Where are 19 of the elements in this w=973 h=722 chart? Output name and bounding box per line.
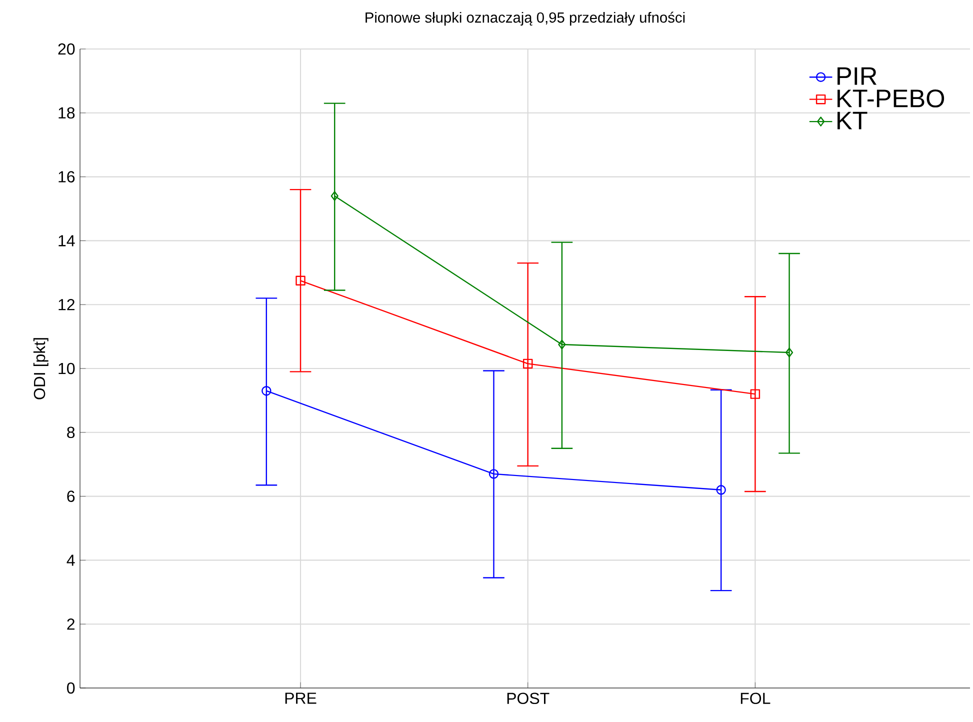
- y-tick-label: 10: [58, 362, 75, 374]
- x-tick-label: PRE: [285, 692, 316, 704]
- y-tick-label: 20: [58, 43, 75, 55]
- x-tick-label: FOL: [740, 692, 770, 704]
- y-tick-label: 16: [58, 171, 75, 182]
- legend-label: KT: [838, 112, 868, 130]
- y-tick-label: 0: [67, 682, 75, 694]
- legend-label: KT-PEBO: [838, 89, 944, 108]
- y-tick-label: 6: [67, 490, 75, 502]
- y-axis-title: ODI [pkt]: [33, 338, 48, 400]
- y-tick-label: 4: [66, 554, 75, 566]
- y-tick-label: 14: [58, 235, 75, 246]
- y-tick-label: 18: [58, 107, 75, 119]
- chart-title: Pionowe słupki oznaczają 0,95 przedziały ufności: [366, 12, 685, 26]
- y-tick-label: 8: [67, 426, 75, 438]
- y-tick-label: 12: [58, 299, 74, 310]
- x-tick-label: POST: [507, 692, 550, 704]
- y-tick-label: 2: [67, 618, 74, 630]
- legend-label: PIR: [838, 67, 877, 85]
